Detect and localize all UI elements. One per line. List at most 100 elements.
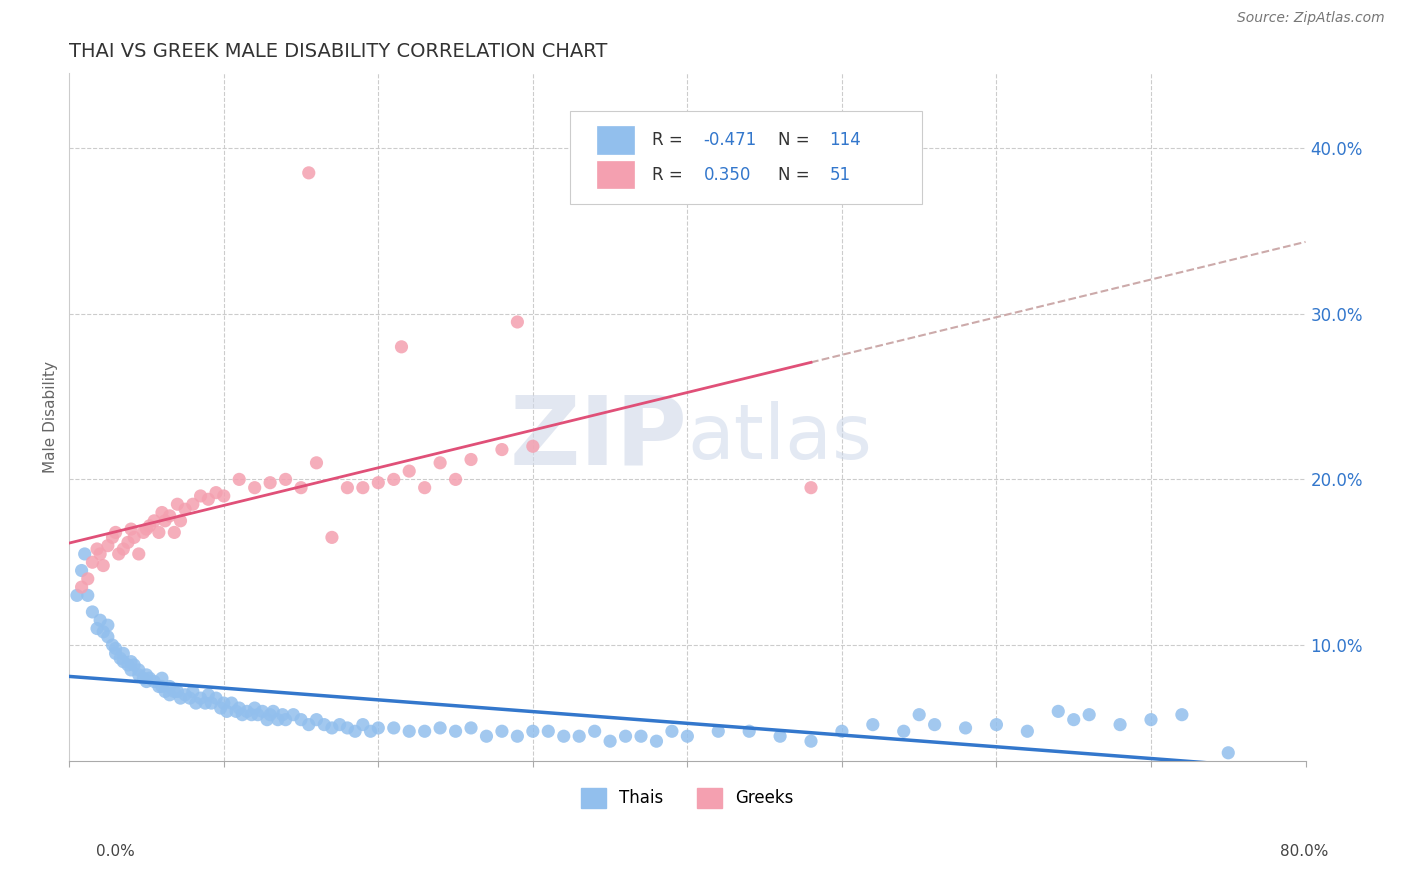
Text: -0.471: -0.471 [703,131,756,149]
Point [314,717,336,731]
Point [924,717,946,731]
Point [391,340,413,354]
Point [205,691,228,706]
Point [429,721,451,735]
Point [153,514,176,528]
Point [398,724,420,739]
FancyBboxPatch shape [569,112,922,204]
Point [344,724,367,739]
Point [274,713,297,727]
Point [444,472,467,486]
Point [128,668,150,682]
Point [150,671,173,685]
Point [97,539,120,553]
Point [86,541,108,556]
Point [271,707,294,722]
Point [831,724,853,739]
Point [117,657,139,672]
Point [321,530,343,544]
Point [444,724,467,739]
Point [76,588,98,602]
Point [209,701,232,715]
Point [707,724,730,739]
Point [522,724,544,739]
Point [212,489,235,503]
Point [101,638,124,652]
Point [283,707,305,722]
Point [321,721,343,735]
Point [908,707,931,722]
Point [148,525,170,540]
Point [169,514,191,528]
Point [82,555,104,569]
Point [599,734,621,748]
Point [398,464,420,478]
Point [181,497,204,511]
Point [159,508,181,523]
Point [305,456,328,470]
Point [246,707,269,722]
Point [112,541,135,556]
Point [150,680,173,694]
Point [82,605,104,619]
Point [117,535,139,549]
Point [360,724,382,739]
Point [104,641,127,656]
Point [194,696,217,710]
Point [166,684,188,698]
Point [491,442,513,457]
Point [163,525,186,540]
Point [329,717,352,731]
Point [491,724,513,739]
Point [460,452,482,467]
Point [553,729,575,743]
Y-axis label: Male Disability: Male Disability [44,361,58,474]
Text: 114: 114 [830,131,862,149]
Point [1063,713,1085,727]
Point [352,481,374,495]
Point [429,456,451,470]
Point [738,724,761,739]
Point [1047,704,1070,718]
Point [166,497,188,511]
Text: R =: R = [651,166,688,184]
Point [135,674,157,689]
Point [267,713,290,727]
Point [336,721,359,735]
Text: atlas: atlas [688,401,872,475]
Point [955,721,977,735]
Point [122,530,145,544]
Point [215,704,238,718]
Point [290,713,312,727]
Point [122,657,145,672]
Point [231,707,253,722]
Point [614,729,637,743]
Point [120,522,142,536]
Point [243,701,266,715]
Point [243,481,266,495]
Point [120,655,142,669]
Point [148,680,170,694]
Text: 80.0%: 80.0% [1281,845,1329,859]
Point [104,646,127,660]
Point [228,701,250,715]
Point [382,721,405,735]
Point [305,713,328,727]
Point [89,547,111,561]
Point [630,729,652,743]
Point [537,724,560,739]
Point [382,472,405,486]
Point [568,729,591,743]
Point [413,481,436,495]
Point [1140,713,1163,727]
Point [413,724,436,739]
Point [66,588,89,602]
Point [893,724,915,739]
Point [91,558,114,573]
Point [298,166,321,180]
Point [190,691,212,706]
Point [135,668,157,682]
Point [132,525,155,540]
Point [97,630,120,644]
Point [460,721,482,735]
